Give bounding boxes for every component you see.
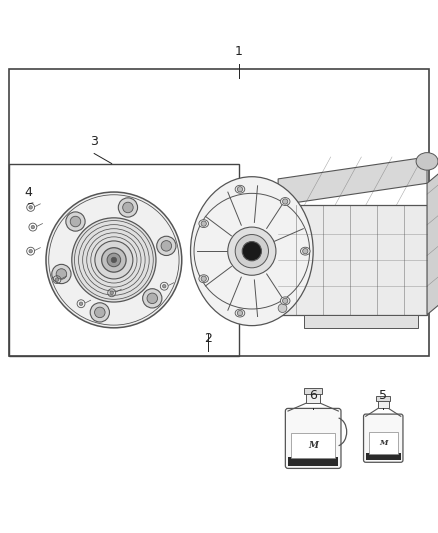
- Text: 1: 1: [235, 45, 243, 59]
- Circle shape: [201, 276, 206, 281]
- Circle shape: [31, 225, 35, 229]
- Bar: [291, 432, 335, 458]
- Circle shape: [201, 221, 206, 226]
- Bar: [288, 457, 338, 466]
- Circle shape: [242, 241, 261, 261]
- Circle shape: [123, 202, 133, 213]
- Circle shape: [228, 227, 276, 275]
- Bar: [9, 164, 239, 356]
- Ellipse shape: [280, 198, 290, 205]
- Bar: [366, 453, 401, 460]
- Bar: [369, 432, 398, 454]
- Text: 2: 2: [204, 333, 212, 345]
- Circle shape: [95, 241, 133, 279]
- Circle shape: [235, 235, 268, 268]
- Polygon shape: [304, 314, 418, 328]
- FancyBboxPatch shape: [285, 408, 341, 469]
- Polygon shape: [427, 161, 438, 314]
- Bar: [306, 393, 320, 403]
- Circle shape: [283, 199, 288, 204]
- Circle shape: [55, 278, 59, 281]
- Circle shape: [107, 253, 121, 266]
- Polygon shape: [278, 157, 427, 205]
- Ellipse shape: [235, 185, 245, 193]
- Circle shape: [143, 289, 162, 308]
- Ellipse shape: [235, 309, 245, 317]
- Circle shape: [46, 192, 182, 328]
- Circle shape: [102, 248, 126, 272]
- Circle shape: [237, 187, 243, 192]
- Ellipse shape: [300, 247, 310, 255]
- Ellipse shape: [191, 177, 313, 326]
- Circle shape: [66, 212, 85, 231]
- Text: 5: 5: [379, 389, 387, 402]
- Polygon shape: [278, 205, 427, 314]
- Ellipse shape: [280, 297, 290, 305]
- Circle shape: [161, 240, 172, 251]
- Circle shape: [70, 216, 81, 227]
- Circle shape: [56, 269, 67, 279]
- Circle shape: [29, 249, 32, 253]
- Circle shape: [157, 236, 176, 255]
- Ellipse shape: [199, 220, 208, 228]
- Circle shape: [90, 303, 110, 322]
- Circle shape: [29, 206, 32, 209]
- Circle shape: [111, 257, 117, 263]
- Bar: [9, 69, 429, 356]
- FancyBboxPatch shape: [364, 414, 403, 462]
- Circle shape: [110, 291, 113, 295]
- Circle shape: [79, 302, 83, 305]
- Circle shape: [278, 304, 287, 312]
- Text: M: M: [379, 439, 388, 447]
- Circle shape: [95, 307, 105, 318]
- Bar: [304, 388, 322, 393]
- Bar: [378, 400, 389, 408]
- Circle shape: [52, 264, 71, 284]
- Text: M: M: [308, 441, 318, 450]
- Ellipse shape: [416, 152, 438, 170]
- Circle shape: [283, 298, 288, 303]
- Circle shape: [118, 198, 138, 217]
- Text: 4: 4: [25, 185, 32, 199]
- Bar: [376, 395, 390, 400]
- Circle shape: [162, 285, 166, 288]
- Circle shape: [72, 218, 156, 302]
- Circle shape: [303, 248, 308, 254]
- Text: 3: 3: [90, 135, 98, 148]
- Ellipse shape: [199, 275, 208, 282]
- Circle shape: [237, 310, 243, 316]
- Circle shape: [147, 293, 158, 304]
- Text: 6: 6: [309, 389, 317, 402]
